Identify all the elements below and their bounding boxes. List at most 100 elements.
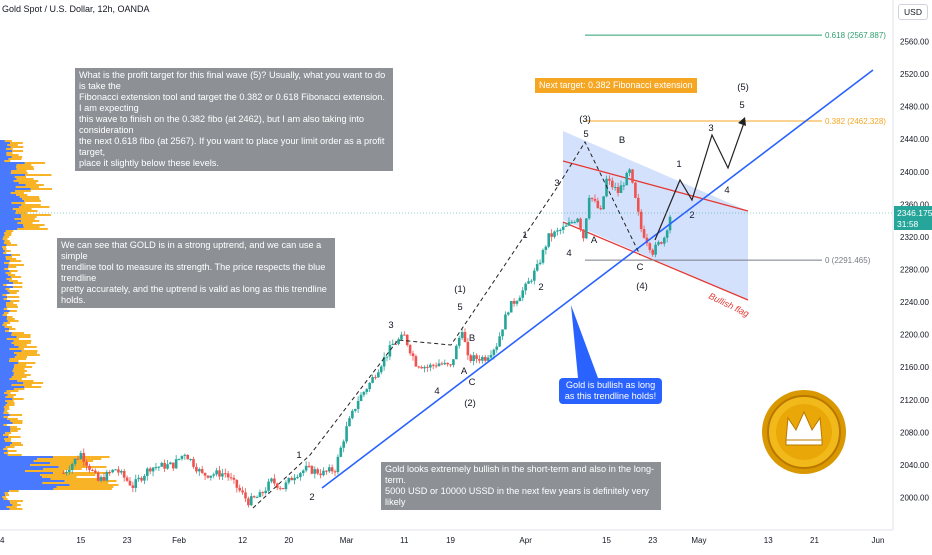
volume-bar-down (3, 242, 11, 244)
volume-bar-up (0, 272, 6, 274)
gold-coin-image (762, 390, 846, 474)
volume-bar-down (7, 454, 22, 456)
volume-bar-down (4, 160, 11, 162)
volume-bar-down (21, 216, 37, 218)
volume-bar-up (0, 484, 70, 486)
price-axis[interactable]: 2000.00 2040.00 2080.00 2120.00 2160.00 2200.… (892, 0, 929, 530)
candle-body (455, 345, 458, 360)
wave-label: C (637, 262, 644, 273)
note-profit-target[interactable]: What is the profit target for this final… (75, 68, 393, 171)
volume-bar-up (0, 472, 54, 474)
candle-body (125, 477, 129, 481)
volume-bar-down (20, 214, 51, 216)
flag-upper-line (562, 160, 749, 212)
candle-body (634, 182, 637, 198)
volume-bar-up (0, 198, 22, 200)
volume-bar-down (7, 274, 16, 276)
volume-bar-down (10, 428, 21, 430)
volume-bar-down (10, 146, 24, 148)
candle-body (163, 462, 166, 469)
note-uptrend[interactable]: We can see that GOLD is in a strong uptr… (57, 238, 335, 308)
volume-bar-up (0, 384, 12, 386)
price-tick-label: 2200.00 (900, 331, 929, 340)
volume-bar-up (0, 162, 25, 164)
volume-bar-up (0, 352, 15, 354)
flag-fill (563, 131, 748, 300)
candle-body (443, 362, 447, 365)
volume-bar-up (0, 318, 7, 320)
candle-body (65, 471, 68, 474)
volume-bar-up (0, 194, 17, 196)
volume-bar-up (0, 490, 10, 492)
wave-label: (2) (464, 398, 476, 409)
candle-body (420, 367, 423, 369)
volume-bar-up (0, 396, 6, 398)
fib-level-label: 0.618 (2567.887) (825, 31, 886, 40)
volume-bar-up (0, 378, 10, 380)
volume-bar-down (10, 276, 22, 278)
volume-bar-up (0, 288, 6, 290)
candle-body (134, 479, 138, 488)
candle-body (405, 334, 409, 346)
candle-body (579, 218, 582, 230)
volume-bar-down (13, 340, 32, 342)
candle-body (270, 478, 273, 482)
volume-bar-up (0, 482, 43, 484)
candle-body (301, 470, 305, 474)
volume-bar-up (0, 322, 4, 324)
price-tick-label: 2560.00 (900, 38, 929, 47)
blue-trendline[interactable] (321, 69, 874, 489)
candle-body (463, 332, 467, 342)
volume-bar-down (3, 412, 9, 414)
time-axis[interactable]: 24 15 23 Feb 12 20 Mar 11 19 Apr 15 23 May 13 21 Jun (0, 529, 893, 545)
volume-bar-up (0, 478, 51, 480)
wave-label: 3 (554, 178, 559, 189)
candle-body (252, 496, 256, 498)
candle-body (449, 364, 452, 366)
note-trendline-callout[interactable]: Gold is bullish as long as this trendlin… (559, 378, 662, 404)
candle-body (469, 355, 473, 362)
wave-label: B (469, 333, 475, 344)
candlesticks (62, 168, 672, 508)
current-price-badge: 2346.175 31:58 (0, 206, 932, 230)
currency-button[interactable]: USD (898, 4, 928, 20)
candle-body (371, 377, 374, 383)
volume-bar-down (9, 328, 16, 330)
next-target-label[interactable]: Next target: 0.382 Fibonacci extension (535, 78, 697, 93)
candle-body (492, 349, 496, 355)
volume-bar-down (9, 348, 24, 350)
candle-body (423, 366, 426, 369)
volume-bar-up (0, 156, 12, 158)
candle-body (160, 462, 164, 467)
volume-bar-up (0, 202, 12, 204)
volume-bar-up (0, 444, 11, 446)
volume-bar-up (0, 206, 20, 208)
volume-bar-down (12, 370, 27, 372)
volume-bar-up (0, 406, 4, 408)
volume-bar-down (25, 470, 65, 472)
volume-bar-up (0, 480, 65, 482)
volume-bar-up (0, 192, 11, 194)
volume-bar-down (5, 288, 10, 290)
projection-arrowhead (738, 117, 746, 126)
candle-body (642, 229, 646, 238)
candle-body (114, 469, 117, 471)
volume-bar-down (2, 238, 8, 240)
volume-bar-down (4, 234, 12, 236)
volume-bar-down (10, 192, 24, 194)
volume-bar-up (0, 432, 6, 434)
wave-label: (3) (579, 114, 591, 125)
volume-bar-up (0, 494, 6, 496)
volume-bar-up (0, 188, 31, 190)
volume-bar-down (16, 194, 28, 196)
volume-bar-up (0, 450, 8, 452)
note-long-term[interactable]: Gold looks extremely bullish in the shor… (381, 462, 661, 510)
volume-bar-down (10, 172, 28, 174)
volume-bar-down (13, 372, 25, 374)
candle-body (325, 470, 328, 472)
crown-icon (785, 410, 823, 446)
volume-bar-down (24, 162, 46, 164)
volume-bar-down (50, 478, 107, 480)
